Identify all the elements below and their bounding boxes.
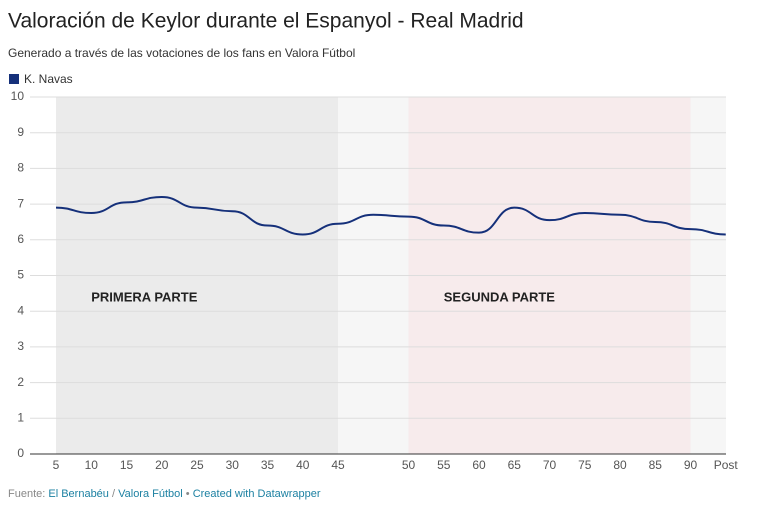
y-tick-label: 8 — [17, 161, 24, 175]
x-tick-label: 20 — [155, 458, 169, 472]
legend-label: K. Navas — [24, 72, 73, 86]
chart-title: Valoración de Keylor durante el Espanyol… — [8, 10, 524, 33]
separator: / — [112, 488, 116, 500]
y-tick-label: 2 — [17, 375, 24, 389]
data-line — [55, 195, 726, 236]
x-tick-label: 35 — [261, 458, 275, 472]
y-tick-label: 0 — [17, 446, 24, 460]
x-tick-label: 60 — [472, 458, 486, 472]
x-tick-label: 80 — [613, 458, 627, 472]
x-tick-label: 70 — [543, 458, 557, 472]
y-tick-label: 7 — [17, 196, 24, 210]
credit-link[interactable]: Created with Datawrapper — [193, 488, 321, 500]
y-tick-label: 10 — [11, 89, 25, 103]
x-tick-label: 15 — [120, 458, 134, 472]
x-tick-label: 45 — [331, 458, 345, 472]
x-tick-label: 5 — [53, 458, 60, 472]
x-tick-label: 75 — [578, 458, 592, 472]
x-tick-label: 30 — [226, 458, 240, 472]
annotation: PRIMERA PARTE — [91, 289, 198, 304]
source-link[interactable]: Valora Fútbol — [118, 488, 183, 500]
chart-subtitle: Generado a través de las votaciones de l… — [8, 46, 355, 60]
y-tick-label: 1 — [17, 410, 24, 424]
x-tick-label: 10 — [85, 458, 99, 472]
y-tick-label: 4 — [17, 303, 24, 317]
x-tick-label: 25 — [190, 458, 204, 472]
y-tick-label: 3 — [17, 339, 24, 353]
x-tick-label: 65 — [508, 458, 522, 472]
footer: Fuente: El Bernabéu / Valora Fútbol • Cr… — [8, 488, 321, 500]
legend-swatch — [9, 74, 19, 84]
bullet: • — [186, 488, 190, 500]
x-tick-label: 55 — [437, 458, 451, 472]
source-link[interactable]: El Bernabéu — [48, 488, 109, 500]
annotation: SEGUNDA PARTE — [444, 289, 556, 304]
x-tick-label: 40 — [296, 458, 310, 472]
y-tick-label: 9 — [17, 125, 24, 139]
x-tick-label: Post — [714, 458, 739, 472]
footer-prefix: Fuente: — [8, 488, 45, 500]
y-tick-label: 6 — [17, 232, 24, 246]
x-tick-label: 90 — [684, 458, 698, 472]
y-tick-label: 5 — [17, 268, 24, 282]
x-tick-label: 50 — [402, 458, 416, 472]
x-tick-label: 85 — [649, 458, 663, 472]
